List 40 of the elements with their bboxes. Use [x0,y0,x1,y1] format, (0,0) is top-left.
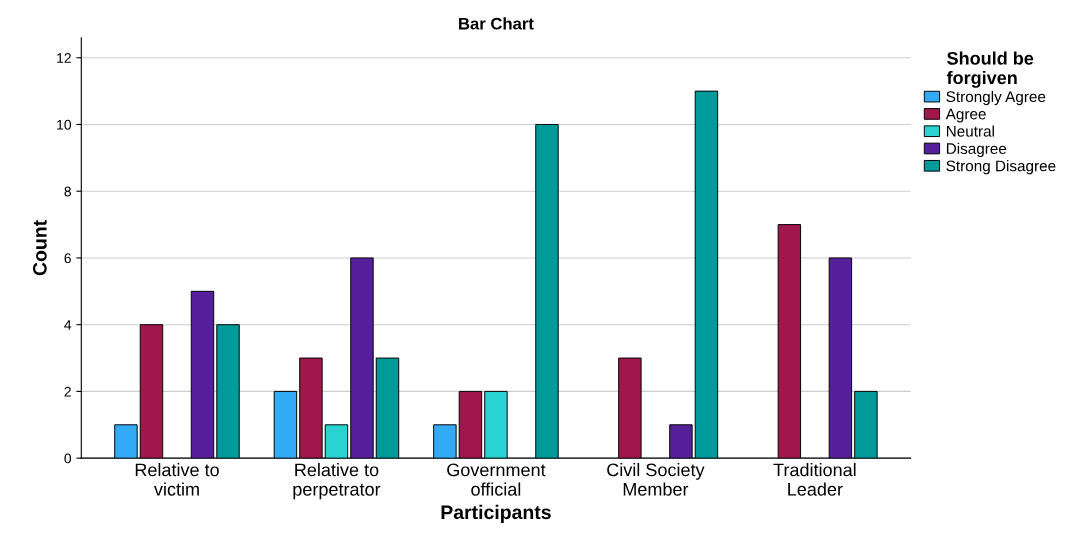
x-tick-label: Traditional Leader [773,463,856,496]
bar [216,324,240,459]
bar [139,324,164,459]
chart-title: Bar Chart [459,17,534,30]
y-tick-label: 12 [57,53,71,63]
x-tick-label: Civil Society Member [607,463,705,496]
legend-title: Should be forgiven [946,51,1034,88]
bar [350,257,374,459]
bar [828,257,853,459]
legend-label: Neutral [946,125,994,137]
bar [535,123,559,459]
y-tick-label: 4 [64,320,72,330]
bar [190,290,215,459]
y-axis-title: Count [32,220,47,276]
bar [694,90,719,459]
x-axis-title: Participants [441,504,551,523]
x-tick-label: Government official [447,463,546,496]
y-tick-label: 6 [64,253,71,264]
bar [324,424,349,459]
legend-label: Strongly Agree [946,90,1046,106]
y-tick-label: 10 [57,119,72,130]
y-tick-label: 8 [64,186,71,197]
legend-label: Strong Disagree [946,160,1056,175]
bar [299,357,323,459]
bar [433,424,457,459]
x-tick-label: Relative to perpetrator [293,463,381,500]
legend-label: Disagree [946,142,1007,158]
bar [777,224,802,459]
legend-label: Agree [945,108,986,123]
bar [375,357,400,459]
bar [273,390,298,459]
bar [854,390,878,459]
x-tick-label: Relative to victim [135,463,219,496]
bar [114,424,138,459]
y-tick-label: 0 [64,453,72,464]
bar [484,390,508,459]
bar [669,424,693,459]
bar [618,357,642,459]
bar [458,390,483,459]
y-tick-label: 2 [64,386,71,397]
